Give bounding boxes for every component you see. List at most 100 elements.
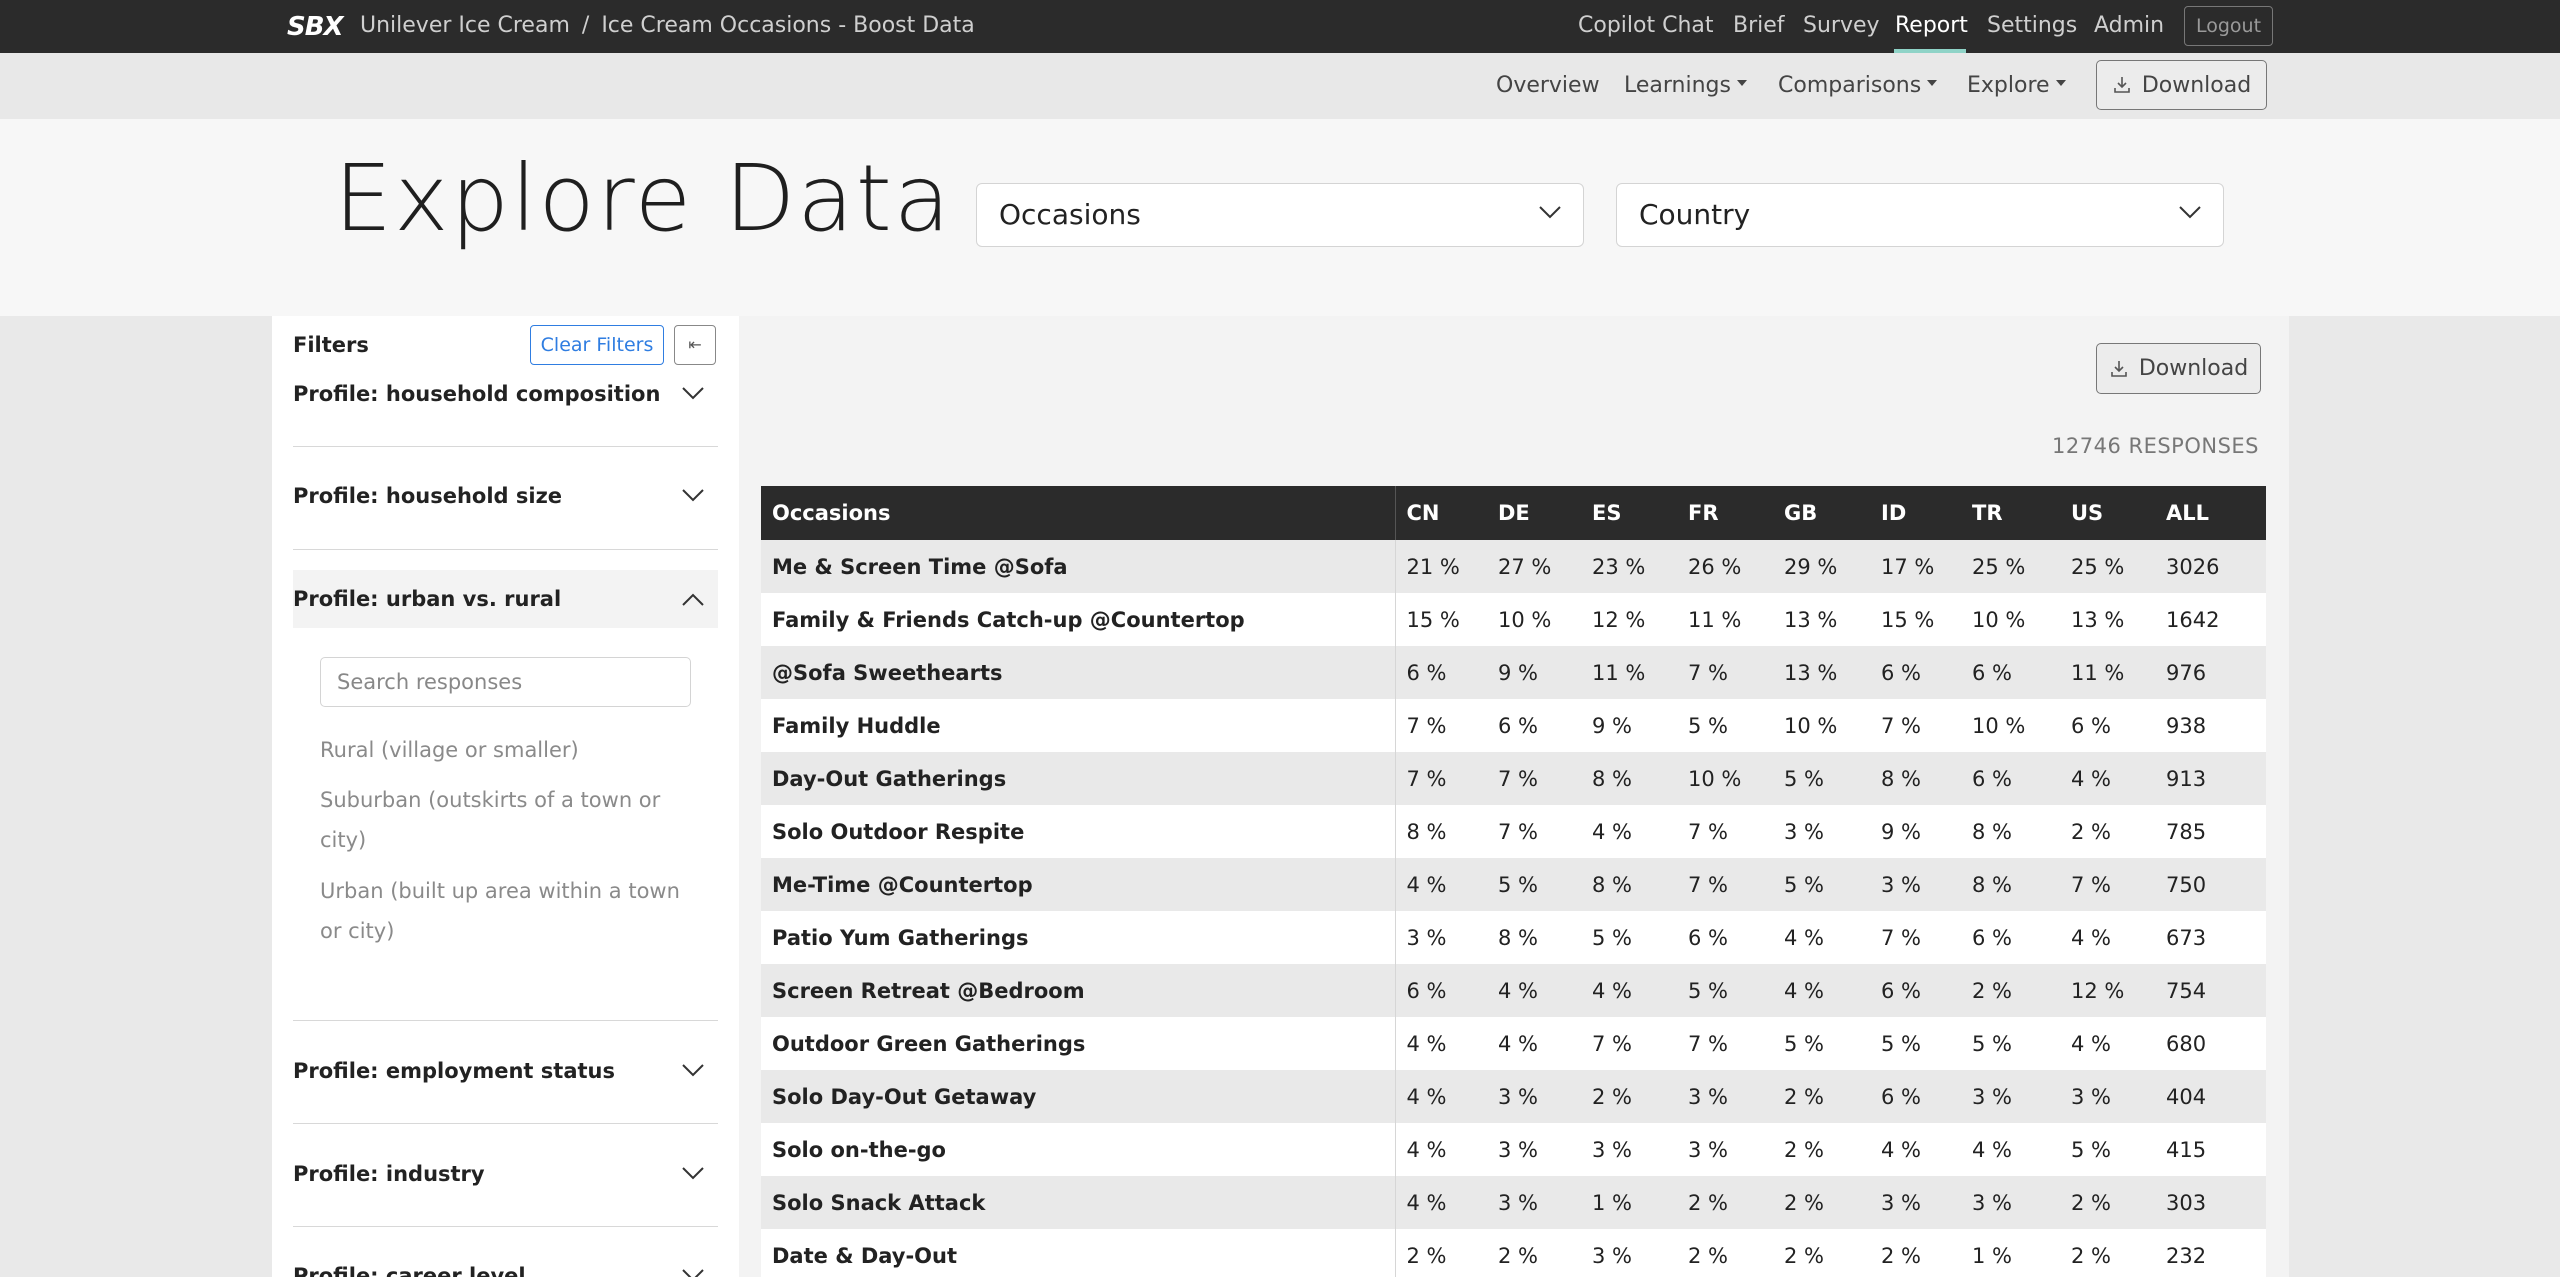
table-cell: 2 %	[2060, 1229, 2155, 1277]
table-cell: 5 %	[1581, 911, 1677, 964]
table-cell: 27 %	[1487, 540, 1581, 593]
subnav-explore[interactable]: Explore	[1967, 73, 2066, 98]
chevron-down-icon	[2179, 206, 2201, 219]
subnav-learnings[interactable]: Learnings	[1624, 73, 1747, 98]
clear-filters-button[interactable]: Clear Filters	[530, 325, 664, 365]
column-header-fr[interactable]: FR	[1677, 486, 1773, 540]
nav-brief[interactable]: Brief	[1733, 13, 1785, 38]
table-cell: 11 %	[1581, 646, 1677, 699]
occasion-name-cell: Family Huddle	[761, 699, 1396, 752]
table-cell: 7 %	[1395, 699, 1487, 752]
responses-count: 12746 RESPONSES	[2052, 434, 2259, 458]
nav-survey[interactable]: Survey	[1803, 13, 1880, 38]
table-cell: 5 %	[1677, 964, 1773, 1017]
table-cell: 4 %	[2060, 752, 2155, 805]
facet-industry[interactable]: Profile: industry	[293, 1145, 718, 1203]
table-cell: 26 %	[1677, 540, 1773, 593]
facet-household-size[interactable]: Profile: household size	[293, 467, 718, 525]
table-cell: 10 %	[1487, 593, 1581, 646]
column-header-occasions[interactable]: Occasions	[761, 486, 1396, 540]
column-header-us[interactable]: US	[2060, 486, 2155, 540]
occasion-name-cell: Day-Out Gatherings	[761, 752, 1396, 805]
breadcrumb-project[interactable]: Unilever Ice Cream	[360, 13, 570, 38]
caret-down-icon	[2055, 80, 2066, 86]
occasion-name-cell: Family & Friends Catch-up @Countertop	[761, 593, 1396, 646]
table-cell: 23 %	[1581, 540, 1677, 593]
facet-urban-rural[interactable]: Profile: urban vs. rural	[293, 570, 718, 628]
table-cell: 4 %	[1487, 964, 1581, 1017]
nav-settings[interactable]: Settings	[1987, 13, 2078, 38]
column-header-all[interactable]: ALL	[2155, 486, 2266, 540]
table-cell: 12 %	[2060, 964, 2155, 1017]
chevron-up-icon	[682, 593, 704, 606]
option-suburban[interactable]: Suburban (outskirts of a town or city)	[320, 788, 661, 852]
columns-dimension-value: Country	[1639, 198, 1751, 231]
table-cell: 5 %	[1677, 699, 1773, 752]
column-header-tr[interactable]: TR	[1961, 486, 2060, 540]
table-cell: 3 %	[1395, 911, 1487, 964]
table-cell: 7 %	[2060, 858, 2155, 911]
facet-career-level[interactable]: Profile: career level	[293, 1247, 718, 1277]
table-cell: 7 %	[1487, 752, 1581, 805]
chevron-down-icon	[682, 387, 704, 400]
table-cell: 4 %	[1395, 1176, 1487, 1229]
breadcrumb-survey[interactable]: Ice Cream Occasions - Boost Data	[601, 13, 975, 38]
subnav-overview[interactable]: Overview	[1496, 73, 1600, 98]
breadcrumb-separator: /	[581, 13, 590, 38]
table-cell: 7 %	[1395, 752, 1487, 805]
table-cell: 4 %	[1581, 964, 1677, 1017]
table-cell: 10 %	[1961, 593, 2060, 646]
table-row: Outdoor Green Gatherings 4 % 4 % 7 % 7 % 5 % 5…	[761, 1017, 2266, 1070]
header-download-button[interactable]: Download	[2096, 60, 2267, 110]
search-responses-input[interactable]: Search responses	[320, 657, 691, 707]
table-download-label: Download	[2138, 356, 2249, 381]
table-cell: 6 %	[1961, 752, 2060, 805]
table-cell: 3 %	[1487, 1123, 1581, 1176]
table-cell: 6 %	[1487, 699, 1581, 752]
filters-panel: Filters Clear Filters ⇤ Profile: househo…	[272, 316, 739, 1277]
column-header-es[interactable]: ES	[1581, 486, 1677, 540]
table-cell: 4 %	[1395, 858, 1487, 911]
option-urban[interactable]: Urban (built up area within a town or ci…	[320, 879, 680, 943]
subnav-comparisons[interactable]: Comparisons	[1778, 73, 1938, 98]
table-cell: 1 %	[1581, 1176, 1677, 1229]
table-cell: 680	[2155, 1017, 2266, 1070]
table-cell: 4 %	[2060, 1017, 2155, 1070]
table-row: Family & Friends Catch-up @Countertop 15 …	[761, 593, 2266, 646]
chevron-down-icon	[682, 1269, 704, 1277]
facet-household-composition[interactable]: Profile: household composition	[293, 365, 718, 423]
table-row: Solo Outdoor Respite 8 % 7 % 4 % 7 % 3 % 9 % 8 …	[761, 805, 2266, 858]
table-cell: 3 %	[1487, 1070, 1581, 1123]
facet-employment-status[interactable]: Profile: employment status	[293, 1042, 718, 1100]
collapse-panel-icon[interactable]: ⇤	[674, 325, 716, 365]
nav-copilot-chat[interactable]: Copilot Chat	[1578, 13, 1714, 38]
column-header-id[interactable]: ID	[1870, 486, 1961, 540]
table-cell: 7 %	[1581, 1017, 1677, 1070]
logout-button[interactable]: Logout	[2184, 6, 2273, 46]
column-header-gb[interactable]: GB	[1773, 486, 1870, 540]
table-cell: 2 %	[1773, 1070, 1870, 1123]
table-cell: 2 %	[1773, 1123, 1870, 1176]
table-cell: 15 %	[1870, 593, 1961, 646]
table-row: Day-Out Gatherings 7 % 7 % 8 % 10 % 5 % 8 % 6 %…	[761, 752, 2266, 805]
nav-report[interactable]: Report	[1895, 13, 1968, 38]
breadcrumb: Unilever Ice Cream / Ice Cream Occasions -…	[360, 13, 975, 38]
table-cell: 1642	[2155, 593, 2266, 646]
table-cell: 5 %	[1487, 858, 1581, 911]
brand-logo[interactable]: SBX	[287, 12, 344, 42]
page-title: Explore Data	[334, 145, 953, 252]
table-cell: 750	[2155, 858, 2266, 911]
occasion-name-cell: @Sofa Sweethearts	[761, 646, 1396, 699]
option-rural[interactable]: Rural (village or smaller)	[320, 738, 579, 762]
column-header-cn[interactable]: CN	[1395, 486, 1487, 540]
nav-admin[interactable]: Admin	[2094, 13, 2165, 38]
rows-dimension-select[interactable]: Occasions	[976, 183, 1584, 247]
table-cell: 29 %	[1773, 540, 1870, 593]
columns-dimension-select[interactable]: Country	[1616, 183, 2224, 247]
table-cell: 404	[2155, 1070, 2266, 1123]
table-download-button[interactable]: Download	[2096, 343, 2261, 394]
table-cell: 3 %	[1870, 858, 1961, 911]
facet-divider	[293, 1123, 718, 1124]
table-cell: 5 %	[1961, 1017, 2060, 1070]
column-header-de[interactable]: DE	[1487, 486, 1581, 540]
